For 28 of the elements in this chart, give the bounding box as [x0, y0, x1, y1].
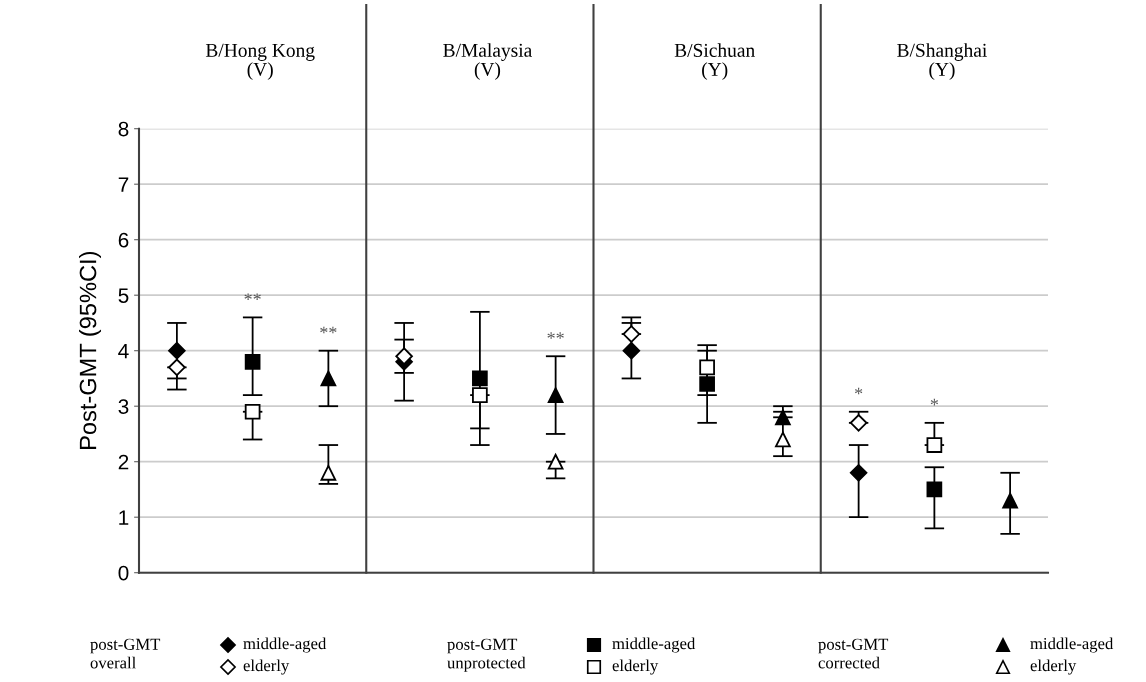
- y-tick-label: 6: [118, 232, 129, 248]
- data-label: **: [547, 332, 564, 339]
- text: post-GMT overall: [90, 638, 161, 669]
- text: B/Malaysia (V): [443, 43, 532, 80]
- text: B/Hong Kong (V): [205, 43, 315, 80]
- legend-label: middle-aged: [1030, 637, 1114, 653]
- y-tick-label: 2: [118, 454, 129, 470]
- y-tick-label: 3: [118, 399, 129, 414]
- text: B/Sichuan (Y): [674, 43, 755, 80]
- legend-label: middle-aged: [612, 637, 696, 653]
- data-label: **: [320, 326, 337, 334]
- y-axis-title: Post-GMT (95%CI): [79, 252, 102, 449]
- y-tick-label: 5: [118, 288, 129, 303]
- legend-label: middle-aged: [243, 637, 327, 653]
- legend-label: elderly: [1030, 659, 1077, 675]
- data-label: **: [244, 293, 261, 301]
- text: B/Shanghai (Y): [897, 43, 987, 80]
- y-tick-label: 1: [119, 510, 129, 525]
- legend-label: elderly: [612, 659, 659, 675]
- data-label: *: [930, 398, 939, 406]
- y-tick-label: 4: [118, 343, 129, 359]
- legend-label: elderly: [243, 659, 290, 675]
- y-tick-label: 8: [118, 121, 129, 137]
- y-tick-label: 0: [118, 565, 129, 581]
- y-tick-label: 7: [118, 177, 129, 192]
- text: post-GMT corrected: [818, 638, 889, 669]
- text: post-GMT unprotected: [447, 638, 526, 672]
- data-label: *: [854, 387, 863, 395]
